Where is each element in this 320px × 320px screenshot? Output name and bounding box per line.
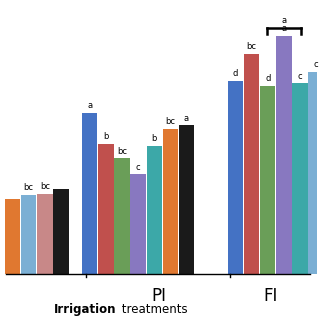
Bar: [5, 199, 20, 275]
Bar: [21, 195, 36, 275]
Text: c: c: [314, 60, 318, 69]
Bar: [179, 125, 194, 275]
Text: a: a: [184, 114, 189, 123]
Text: b: b: [152, 134, 157, 143]
Text: FI: FI: [263, 287, 278, 305]
Bar: [308, 72, 320, 275]
Text: d: d: [265, 74, 270, 83]
Text: bc: bc: [247, 42, 257, 51]
Text: bc: bc: [117, 147, 127, 156]
Bar: [130, 174, 146, 275]
Text: a: a: [281, 24, 286, 33]
Text: a: a: [281, 16, 286, 25]
Text: treatments: treatments: [118, 303, 188, 316]
Text: bc: bc: [24, 183, 34, 192]
Bar: [276, 36, 292, 275]
Text: bc: bc: [165, 117, 175, 126]
Text: PI: PI: [151, 287, 166, 305]
Text: c: c: [298, 72, 302, 81]
Text: Irrigation: Irrigation: [54, 303, 116, 316]
Text: b: b: [103, 132, 108, 141]
Bar: [147, 146, 162, 275]
Bar: [163, 129, 178, 275]
Bar: [37, 194, 52, 275]
Bar: [244, 54, 260, 275]
Bar: [53, 189, 69, 275]
Bar: [292, 83, 308, 275]
Text: bc: bc: [40, 182, 50, 191]
Text: a: a: [87, 101, 92, 110]
Bar: [260, 85, 276, 275]
Bar: [228, 81, 243, 275]
Bar: [98, 144, 114, 275]
Bar: [82, 113, 97, 275]
Text: c: c: [136, 163, 140, 172]
Text: d: d: [233, 69, 238, 78]
Bar: [114, 158, 130, 275]
